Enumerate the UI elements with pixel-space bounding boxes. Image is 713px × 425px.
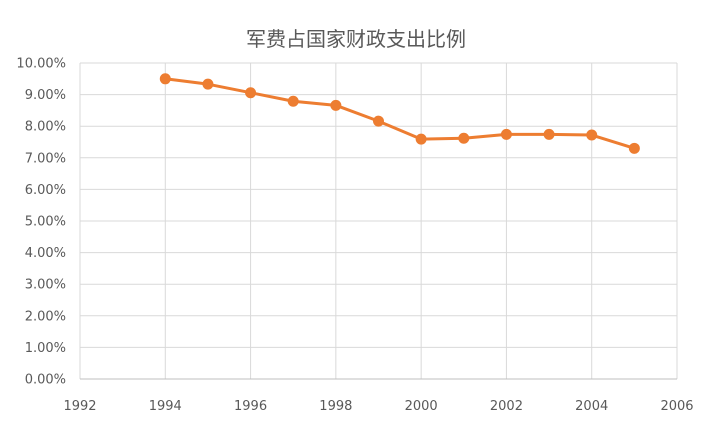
y-tick-label: 1.00% bbox=[25, 341, 66, 356]
chart-title: 军费占国家财政支出比例 bbox=[246, 27, 466, 51]
y-gridlines bbox=[80, 62, 677, 348]
x-tick-label: 2002 bbox=[490, 399, 523, 414]
data-point bbox=[330, 99, 342, 111]
x-axis-tick-labels: 1992 1994 1996 1998 2000 2002 2004 2006 bbox=[63, 399, 693, 414]
y-tick-label: 4.00% bbox=[25, 246, 66, 261]
x-tick-label: 1998 bbox=[319, 399, 352, 414]
y-tick-label: 0.00% bbox=[25, 373, 66, 388]
data-point bbox=[543, 128, 555, 140]
data-point bbox=[202, 78, 214, 90]
data-point bbox=[628, 142, 640, 154]
y-tick-label: 8.00% bbox=[25, 120, 66, 135]
y-tick-label: 9.00% bbox=[25, 88, 66, 103]
data-point bbox=[415, 133, 427, 145]
y-tick-label: 10.00% bbox=[16, 57, 66, 72]
x-tick-label: 1992 bbox=[63, 399, 96, 414]
data-point bbox=[458, 132, 470, 144]
x-tick-label: 2000 bbox=[405, 399, 438, 414]
x-tick-label: 2006 bbox=[660, 399, 693, 414]
x-tick-label: 1994 bbox=[149, 399, 182, 414]
x-tick-label: 2004 bbox=[575, 399, 608, 414]
series-line-0 bbox=[163, 77, 636, 150]
y-tick-label: 3.00% bbox=[25, 278, 66, 293]
data-point bbox=[500, 128, 512, 140]
data-point bbox=[287, 95, 299, 107]
y-tick-label: 2.00% bbox=[25, 309, 66, 324]
data-point bbox=[245, 87, 257, 99]
series-group bbox=[159, 73, 640, 154]
data-point bbox=[159, 73, 171, 85]
y-tick-label: 7.00% bbox=[25, 151, 66, 166]
data-point bbox=[373, 115, 384, 127]
y-tick-label: 5.00% bbox=[25, 215, 66, 230]
x-tick-label: 1996 bbox=[234, 399, 267, 414]
data-point bbox=[586, 129, 598, 141]
y-tick-label: 6.00% bbox=[25, 183, 66, 198]
y-axis-tick-labels: 0.00% 1.00% 2.00% 3.00% 4.00% 5.00% 6.00% 7.00%… bbox=[16, 57, 66, 388]
